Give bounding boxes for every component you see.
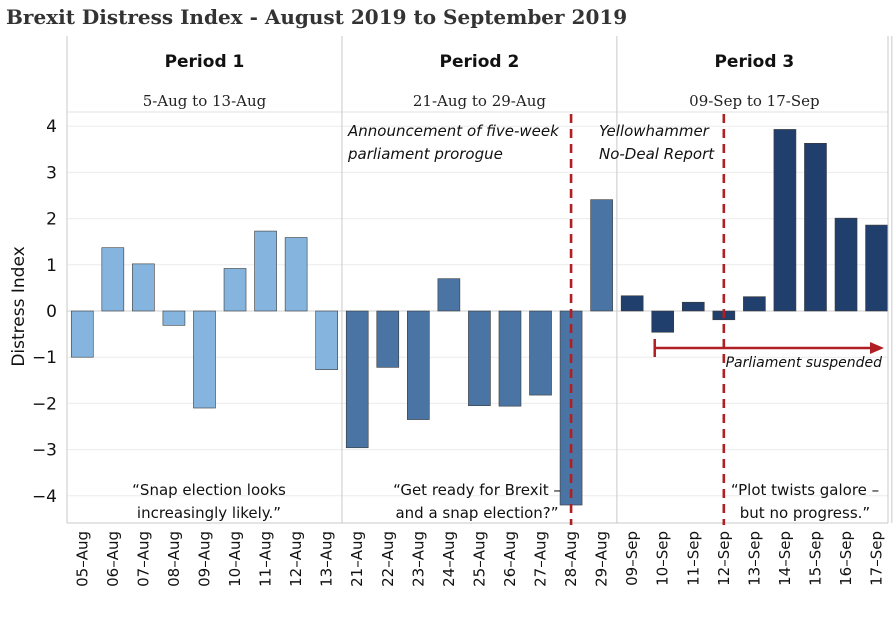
x-tick-label-29-aug: 29–Aug xyxy=(593,531,611,587)
x-tick-label-07-aug: 07–Aug xyxy=(134,531,152,587)
period-title-1: Period 1 xyxy=(165,52,245,72)
bar-11-sep xyxy=(681,301,705,312)
x-tick-label-14-sep: 14–Sep xyxy=(776,531,794,586)
bar-07-aug xyxy=(132,263,155,312)
x-tick-label-21-aug: 21–Aug xyxy=(348,531,366,587)
bar-27-aug xyxy=(529,310,552,396)
y-tick-label-0: 0 xyxy=(46,302,57,322)
bar-09-aug xyxy=(193,310,216,409)
y-tick-label-2: 2 xyxy=(46,210,57,230)
bar-10-sep xyxy=(651,310,675,333)
x-tick-label-09-aug: 09–Aug xyxy=(195,531,213,587)
x-tick-label-11-aug: 11–Aug xyxy=(257,531,275,587)
axes-layer: 4 3 2 1 0 −1 −2 −3 −4 Distress Index 05–Aug 06–Aug 0… xyxy=(9,36,889,587)
x-tick-label-08-aug: 08–Aug xyxy=(165,531,183,587)
x-tick-label-25-aug: 25–Aug xyxy=(470,531,488,587)
bar-15-sep xyxy=(804,142,827,312)
x-tick-label-09-sep: 09–Sep xyxy=(623,531,641,586)
quote-3-line-1: “Plot twists galore – xyxy=(731,481,879,499)
bar-24-aug xyxy=(437,278,461,312)
event-label-12-sep-line-2: No-Deal Report xyxy=(599,145,715,163)
y-tick-label-1: 1 xyxy=(46,256,57,276)
x-tick-label-26-aug: 26–Aug xyxy=(501,531,519,587)
annotation-layer: Announcement of five-week parliament pror… xyxy=(132,114,884,525)
x-tick-label-22-aug: 22–Aug xyxy=(379,531,397,587)
quote-1-line-2: increasingly likely.” xyxy=(137,504,281,522)
bars-layer xyxy=(70,129,888,506)
bar-06-aug xyxy=(101,247,125,312)
bar-26-aug xyxy=(498,310,522,407)
bar-05-aug xyxy=(70,310,94,358)
x-tick-label-10-aug: 10–Aug xyxy=(226,531,244,587)
period-range-3: 09-Sep to 17-Sep xyxy=(689,92,819,110)
x-tick-label-11-sep: 11–Sep xyxy=(684,531,702,586)
bar-13-sep xyxy=(743,296,766,312)
bar-23-aug xyxy=(407,310,430,420)
y-tick-label-2: −2 xyxy=(32,394,57,414)
x-tick-label-06-aug: 06–Aug xyxy=(104,531,122,587)
x-tick-label-13-sep: 13–Sep xyxy=(745,531,763,586)
suspension-arrow-head xyxy=(870,342,884,354)
x-tick-label-16-sep: 16–Sep xyxy=(837,531,855,586)
period-title-3: Period 3 xyxy=(714,52,794,72)
x-tick-label-17-sep: 17–Sep xyxy=(868,531,886,586)
x-tick-label-15-sep: 15–Sep xyxy=(806,531,824,586)
event-label-28-aug-line-1: Announcement of five-week xyxy=(347,122,560,140)
y-tick-label-4: 4 xyxy=(46,117,57,137)
x-tick-label-12-aug: 12–Aug xyxy=(287,531,305,587)
event-label-12-sep-line-1: Yellowhammer xyxy=(599,122,710,140)
bar-12-aug xyxy=(284,237,308,312)
bar-25-aug xyxy=(468,310,491,407)
x-tick-label-12-sep: 12–Sep xyxy=(715,531,733,586)
chart-title: Brexit Distress Index - August 2019 to S… xyxy=(6,5,627,29)
y-tick-label-3: −3 xyxy=(32,441,57,461)
x-tick-label-10-sep: 10–Sep xyxy=(654,531,672,586)
x-tick-label-13-aug: 13–Aug xyxy=(318,531,336,587)
bar-13-aug xyxy=(315,310,338,370)
bar-21-aug xyxy=(345,310,369,449)
period-range-2: 21-Aug to 29-Aug xyxy=(413,92,546,110)
y-tick-label-3: 3 xyxy=(46,163,57,183)
bar-16-sep xyxy=(834,217,858,312)
bar-17-sep xyxy=(865,224,888,312)
bar-08-aug xyxy=(162,310,186,326)
period-title-2: Period 2 xyxy=(440,52,520,72)
x-tick-label-28-aug: 28–Aug xyxy=(562,531,580,587)
bar-22-aug xyxy=(376,310,400,368)
x-tick-label-24-aug: 24–Aug xyxy=(440,531,458,587)
x-tick-label-05-aug: 05–Aug xyxy=(73,531,91,587)
y-tick-label-1: −1 xyxy=(32,348,57,368)
quote-1-line-1: “Snap election looks xyxy=(132,481,286,499)
period-range-1: 5-Aug to 13-Aug xyxy=(143,92,267,110)
quote-2-line-2: and a snap election?” xyxy=(395,504,558,522)
quote-3-line-2: but no progress.” xyxy=(740,504,870,522)
x-tick-label-23-aug: 23–Aug xyxy=(409,531,427,587)
bar-29-aug xyxy=(590,199,613,312)
bar-11-aug xyxy=(254,230,277,312)
event-label-28-aug-line-2: parliament prorogue xyxy=(347,145,503,163)
bar-14-sep xyxy=(773,129,797,312)
bar-10-aug xyxy=(223,268,247,312)
x-tick-label-27-aug: 27–Aug xyxy=(532,531,550,587)
suspension-label: Parliament suspended xyxy=(726,355,883,371)
y-tick-label-4: −4 xyxy=(32,487,57,507)
quote-2-line-1: “Get ready for Brexit – xyxy=(393,481,561,499)
period-header-layer: Period 1 5-Aug to 13-Aug Period 2 21-Aug to… xyxy=(66,36,893,523)
bar-09-sep xyxy=(620,295,644,312)
y-axis-label: Distress Index xyxy=(9,246,29,366)
